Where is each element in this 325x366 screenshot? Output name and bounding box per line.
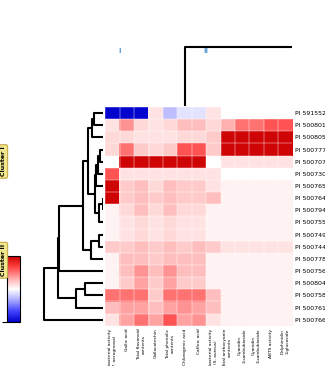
Text: I: I xyxy=(119,48,121,53)
Text: Cluster I: Cluster I xyxy=(1,147,6,176)
Text: II: II xyxy=(204,48,209,53)
Text: Cluster II: Cluster II xyxy=(1,244,6,276)
